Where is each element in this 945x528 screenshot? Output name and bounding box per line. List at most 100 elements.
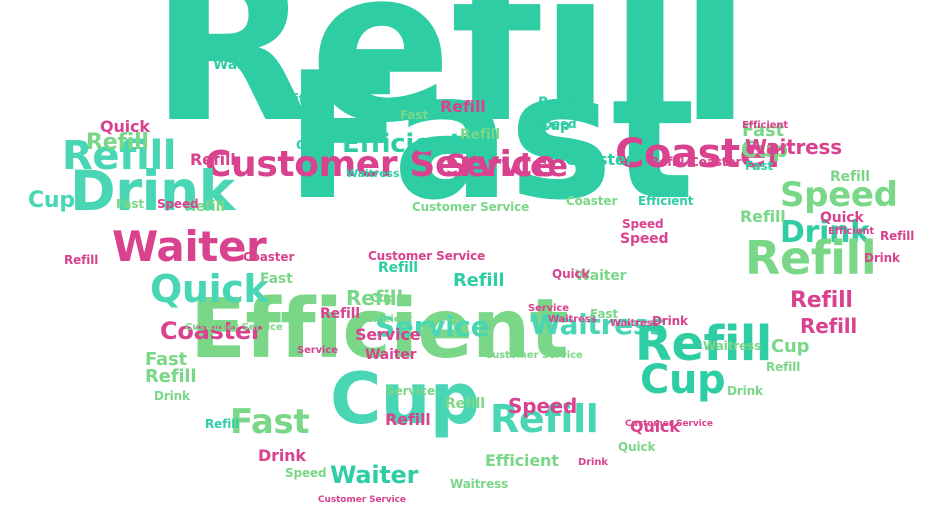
- cloud-word: Drink: [727, 384, 763, 399]
- cloud-word: Cup: [370, 291, 396, 306]
- cloud-word: Fast: [230, 401, 310, 442]
- cloud-word: Drink: [70, 159, 235, 223]
- cloud-word: Refill: [64, 253, 99, 268]
- cloud-word: Fast: [745, 159, 773, 174]
- cloud-word: Refill: [538, 94, 578, 111]
- cloud-word: Cup: [28, 188, 75, 214]
- cloud-word: Refill: [830, 168, 870, 185]
- cloud-word: Fast: [116, 197, 144, 212]
- cloud-word: Customer Service: [625, 418, 713, 429]
- cloud-word: Quick: [296, 138, 334, 153]
- cloud-word: Quick: [820, 209, 864, 226]
- cloud-word: Coaster: [566, 194, 618, 209]
- cloud-word: Waiter: [270, 91, 322, 108]
- cloud-word: Fast: [590, 307, 618, 322]
- cloud-word: Waitress: [703, 339, 762, 354]
- cloud-word: Cup: [771, 335, 810, 357]
- cloud-word: Customer Service: [205, 144, 557, 186]
- cloud-word: Drink: [780, 215, 870, 250]
- cloud-word: Efficient: [190, 282, 569, 378]
- cloud-word: Coaster: [160, 316, 263, 345]
- cloud-word: Drink: [864, 251, 900, 266]
- cloud-word: Waiter: [112, 222, 267, 272]
- cloud-word: Waitress: [346, 167, 400, 181]
- cloud-word: Refill: [453, 269, 505, 291]
- cloud-word: Cup: [330, 358, 480, 440]
- cloud-word: Refill: [205, 417, 240, 432]
- cloud-word: Coaster: [615, 131, 786, 177]
- cloud-word: Quick: [630, 417, 680, 437]
- cloud-word: Refill: [86, 130, 149, 156]
- cloud-word: Waitress: [610, 318, 659, 329]
- cloud-word: Speed: [508, 394, 578, 418]
- cloud-word: Refill: [150, 0, 751, 169]
- cloud-word: Refill: [635, 315, 772, 372]
- cloud-word: Customer Service: [318, 494, 406, 505]
- cloud-word: Refill: [190, 150, 236, 170]
- cloud-word: Speed: [285, 466, 327, 481]
- cloud-word: Fast: [400, 108, 428, 123]
- cloud-word: Quick: [618, 440, 656, 455]
- cloud-word: Waitress: [745, 135, 842, 159]
- cloud-word: Service: [386, 384, 436, 399]
- cloud-word: Service: [445, 149, 568, 184]
- cloud-word: Service: [375, 309, 490, 343]
- cloud-word: Drink: [154, 389, 190, 404]
- cloud-word: Refill: [800, 314, 858, 338]
- cloud-word: Drink: [258, 446, 306, 466]
- cloud-word: Waitress: [530, 307, 666, 341]
- cloud-word: Efficient: [742, 120, 789, 131]
- cloud-word: Efficient: [342, 129, 462, 160]
- cloud-word: Drink: [578, 457, 608, 468]
- cloud-word: Coaster: [565, 150, 634, 170]
- cloud-word: Coaster: [690, 155, 742, 170]
- cloud-word: Refill: [880, 229, 915, 244]
- cloud-word: Customer Service: [485, 350, 583, 361]
- cloud-word: Refill: [650, 155, 685, 170]
- cloud-word: Speed: [535, 117, 577, 132]
- cloud-word: Service: [528, 303, 569, 314]
- cloud-word: Waiter: [575, 267, 627, 284]
- cloud-word: Cup: [544, 135, 579, 155]
- cloud-word: Waitress: [548, 314, 597, 325]
- cloud-word: Speed: [157, 197, 199, 212]
- cloud-word: Refill: [62, 133, 177, 179]
- cloud-word: Speed: [620, 230, 669, 247]
- cloud-word: Fast: [742, 119, 784, 141]
- cloud-word: Quick: [100, 117, 150, 137]
- cloud-word: Customer Service: [185, 322, 283, 333]
- cloud-word: Efficient: [638, 194, 694, 209]
- cloud-word: Refill: [745, 231, 877, 286]
- cloud-word: Refill: [440, 97, 486, 117]
- cloud-word: Fast: [260, 270, 293, 287]
- cloud-word: Fast: [145, 348, 187, 370]
- cloud-word: Cup: [640, 357, 726, 403]
- cloud-word: Refill: [385, 410, 431, 430]
- cloud-word: Refill: [740, 207, 786, 227]
- cloud-word: Customer Service: [412, 200, 530, 215]
- cloud-word: Refill: [445, 395, 485, 412]
- cloud-word: Service: [297, 345, 338, 356]
- cloud-word: Cup: [741, 138, 788, 164]
- cloud-word: Refill: [790, 288, 853, 314]
- cloud-word: Refill: [346, 286, 404, 310]
- cloud-word: Refill: [490, 396, 599, 441]
- cloud-word: Waiter: [365, 346, 417, 363]
- cloud-word: Speed: [622, 217, 664, 232]
- cloud-word: Coaster: [243, 250, 295, 265]
- cloud-word: Cup: [540, 117, 570, 134]
- cloud-word: Efficient: [485, 451, 559, 471]
- cloud-word: Waiter: [213, 56, 265, 73]
- cloud-word: Quick: [150, 266, 269, 311]
- cloud-word: Quick: [552, 267, 590, 282]
- cloud-word: Refill: [145, 365, 197, 387]
- cloud-word: Service: [355, 325, 421, 345]
- cloud-word: Refill: [320, 305, 360, 322]
- cloud-word: Waiter: [330, 460, 419, 489]
- cloud-word: Fast: [285, 36, 695, 239]
- cloud-word: Refill: [185, 198, 225, 215]
- cloud-word: Speed: [780, 174, 898, 215]
- cloud-word: Customer Service: [368, 249, 486, 264]
- cloud-word: Waitress: [450, 477, 509, 492]
